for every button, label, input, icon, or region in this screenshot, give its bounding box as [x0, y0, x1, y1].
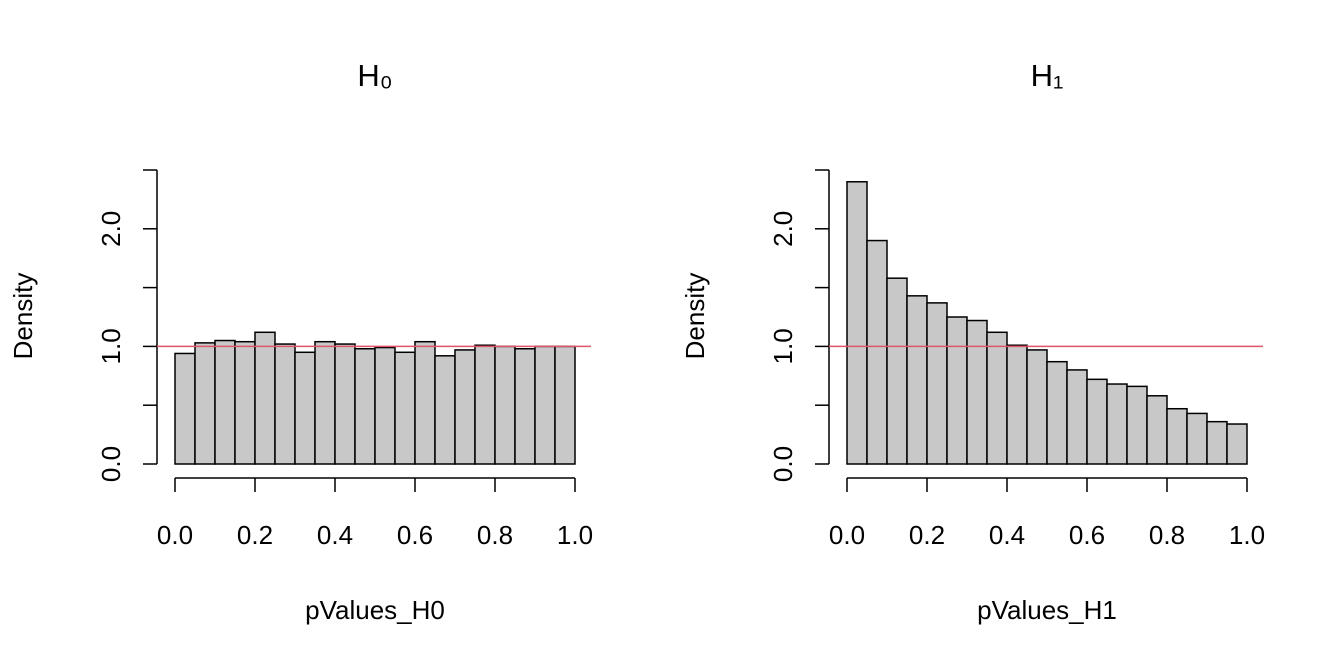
bar — [906, 295, 928, 465]
bar — [846, 181, 868, 465]
x-tick-label: 0.4 — [317, 520, 353, 550]
x-tick-label: 0.0 — [157, 520, 193, 550]
y-tick-label: 2.0 — [96, 211, 126, 247]
x-tick-label: 1.0 — [557, 520, 593, 550]
bar — [926, 302, 948, 465]
x-tick-label: 1.0 — [1229, 520, 1265, 550]
bar — [434, 355, 456, 465]
bar — [866, 239, 888, 465]
y-tick-label: 1.0 — [768, 328, 798, 364]
y-axis-label: Density — [680, 273, 710, 360]
bar — [1006, 344, 1028, 465]
y-tick-label: 2.0 — [768, 211, 798, 247]
bar — [494, 345, 516, 465]
bar — [1026, 349, 1048, 465]
bar — [174, 352, 196, 465]
bar — [966, 319, 988, 465]
bar — [394, 351, 416, 465]
bar — [1086, 378, 1108, 465]
y-tick-label: 0.0 — [96, 446, 126, 482]
bar — [1066, 369, 1088, 465]
x-tick-label: 0.2 — [237, 520, 273, 550]
y-axis-label: Density — [8, 273, 38, 360]
bar — [886, 277, 908, 465]
bar — [194, 342, 216, 465]
bar — [314, 340, 336, 465]
bar — [534, 345, 556, 465]
bar — [254, 331, 276, 465]
x-tick-label: 0.0 — [829, 520, 865, 550]
x-tick-label: 0.6 — [1069, 520, 1105, 550]
bar — [1046, 360, 1068, 465]
y-tick-label: 1.0 — [96, 328, 126, 364]
bar — [474, 344, 496, 465]
x-tick-label: 0.6 — [397, 520, 433, 550]
y-tick-label: 0.0 — [768, 446, 798, 482]
x-tick-label: 0.8 — [477, 520, 513, 550]
bar — [946, 316, 968, 465]
bar — [294, 351, 316, 465]
bar — [1166, 407, 1188, 465]
bar — [1226, 423, 1248, 465]
bar — [1206, 420, 1228, 465]
bar — [1146, 395, 1168, 465]
chart-title: H₁ — [1031, 58, 1064, 93]
bar — [554, 345, 576, 465]
x-axis-label: pValues_H1 — [977, 595, 1117, 625]
bar — [214, 339, 236, 465]
bar — [414, 340, 436, 465]
x-tick-label: 0.4 — [989, 520, 1025, 550]
bar — [234, 340, 256, 465]
bar — [514, 348, 536, 465]
bar — [1126, 385, 1148, 465]
bar — [274, 343, 296, 465]
bar — [986, 331, 1008, 465]
bar — [374, 346, 396, 465]
bar — [354, 348, 376, 465]
bar — [454, 349, 476, 465]
bar — [1186, 412, 1208, 465]
bar — [334, 343, 356, 465]
bar — [1106, 383, 1128, 465]
chart-title: H₀ — [357, 58, 392, 93]
x-tick-label: 0.2 — [909, 520, 945, 550]
x-tick-label: 0.8 — [1149, 520, 1185, 550]
x-axis-label: pValues_H0 — [305, 595, 445, 625]
